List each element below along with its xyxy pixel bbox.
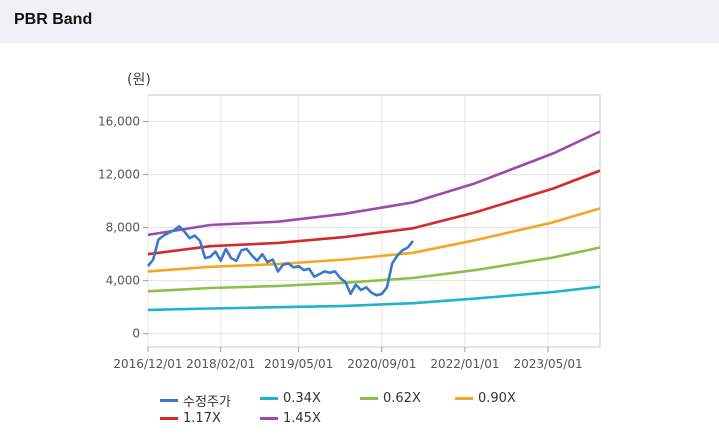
legend-label: 0.34X (283, 391, 321, 406)
series-line-0.34X (147, 285, 601, 312)
x-tick-label: 2022/01/01 (430, 357, 499, 371)
series-line-0.90X (147, 207, 601, 273)
legend-item[interactable]: 0.62X (360, 391, 421, 406)
grid-lines (147, 95, 600, 347)
section-title: PBR Band (14, 11, 93, 28)
legend-swatch (260, 397, 278, 400)
legend-label: 0.62X (383, 391, 421, 406)
x-tick-label: 2018/02/01 (186, 357, 255, 371)
y-axis-ticks: 0 4,000 8,000 12,000 16,000 (98, 115, 148, 341)
legend-item[interactable]: 수정주가 (160, 391, 231, 410)
y-unit-label: (원) (127, 72, 151, 88)
x-tick-label: 2016/12/01 (113, 357, 182, 371)
legend-item[interactable]: 0.90X (455, 391, 516, 406)
pbr-band-chart: (원) 0 4,000 8,000 12,000 16,000 2016/12/01 20… (0, 43, 719, 436)
legend-swatch (160, 399, 178, 402)
y-tick-label: 12,000 (98, 168, 140, 182)
legend-label: 1.45X (283, 411, 321, 426)
x-axis-ticks: 2016/12/01 2018/02/01 2019/05/01 2020/09/01… (113, 347, 583, 371)
legend-label: 0.90X (478, 391, 516, 406)
y-tick-label: 4,000 (106, 274, 140, 288)
section-header: PBR Band (0, 0, 719, 43)
legend-item[interactable]: 0.34X (260, 391, 321, 406)
legend-item[interactable]: 1.17X (160, 411, 221, 426)
legend-item[interactable]: 1.45X (260, 411, 321, 426)
x-tick-label: 2023/05/01 (513, 357, 582, 371)
series-line-수정주가 (146, 225, 415, 297)
x-tick-label: 2020/09/01 (347, 357, 416, 371)
y-tick-label: 16,000 (98, 115, 140, 129)
legend-swatch (455, 397, 473, 400)
legend-swatch (260, 417, 278, 420)
legend-swatch (360, 397, 378, 400)
legend-swatch (160, 417, 178, 420)
x-tick-label: 2019/05/01 (264, 357, 333, 371)
series-line-1.45X (147, 130, 601, 237)
series-line-0.62X (147, 246, 601, 293)
series-lines (146, 130, 601, 312)
y-tick-label: 0 (132, 327, 140, 341)
series-line-1.17X (147, 169, 601, 256)
legend-label: 1.17X (183, 411, 221, 426)
y-tick-label: 8,000 (106, 221, 140, 235)
legend-label: 수정주가 (183, 395, 231, 410)
